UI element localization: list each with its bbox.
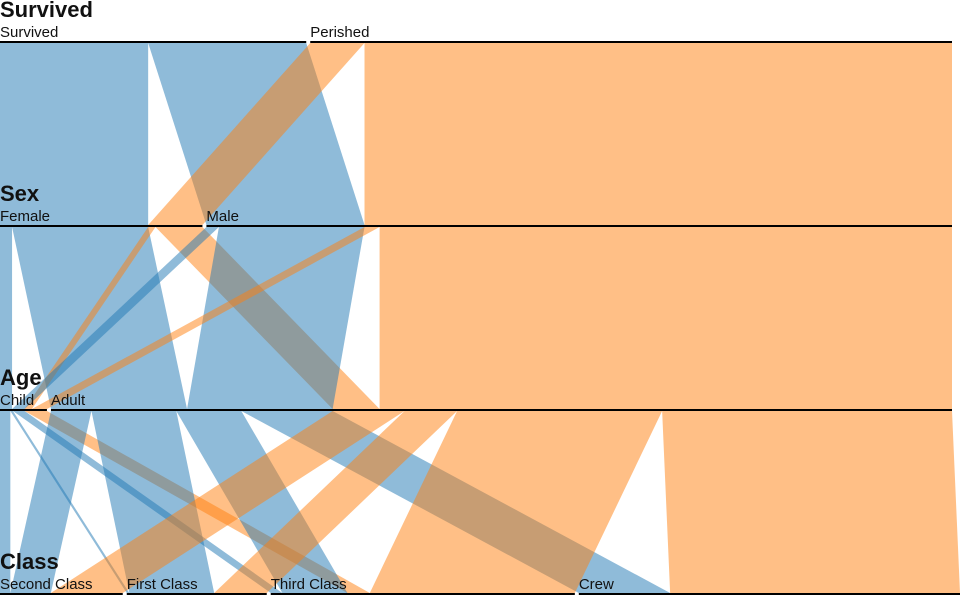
ribbon-survived-adult-second-class[interactable] [10,411,92,593]
ribbon-perished-adult-third-class[interactable] [369,411,663,593]
ribbon-perished-adult-first-class[interactable] [214,411,458,593]
category-label-survived-survived[interactable]: Survived [0,24,58,41]
category-label-sex-male[interactable]: Male [206,208,239,225]
category-label-class-first-class[interactable]: First Class [127,576,198,593]
dimension-title-age[interactable]: Age [0,365,42,390]
category-label-age-adult[interactable]: Adult [51,392,86,409]
ribbon-perished-male-child[interactable] [31,227,380,409]
ribbon-perished-adult-crew[interactable] [662,411,960,593]
dimension-title-class[interactable]: Class [0,549,59,574]
category-label-age-child[interactable]: Child [0,392,34,409]
ribbon-survived-male-adult[interactable] [187,227,365,409]
ribbon-survived-female-child[interactable] [0,227,13,409]
dimension-title-survived[interactable]: Survived [0,0,93,22]
ribbon-perished-male-adult[interactable] [379,227,952,409]
category-label-class-third-class[interactable]: Third Class [271,576,347,593]
ribbon-perished-perished-female[interactable] [148,43,365,225]
ribbon-perished-perished-male[interactable] [364,43,952,225]
category-label-sex-female[interactable]: Female [0,208,50,225]
dimension-title-sex[interactable]: Sex [0,181,40,206]
category-label-survived-perished[interactable]: Perished [310,24,369,41]
ribbon-perished-adult-second-class[interactable] [50,411,405,593]
category-label-class-second-class[interactable]: Second Class [0,576,93,593]
ribbon-survived-male-child[interactable] [12,227,219,409]
ribbon-survived-survived-female[interactable] [0,43,149,225]
ribbon-survived-child-second-class[interactable] [0,411,11,593]
ribbon-perished-female-child[interactable] [24,227,156,409]
ribbons-layer [0,43,960,593]
category-label-class-crew[interactable]: Crew [579,576,614,593]
